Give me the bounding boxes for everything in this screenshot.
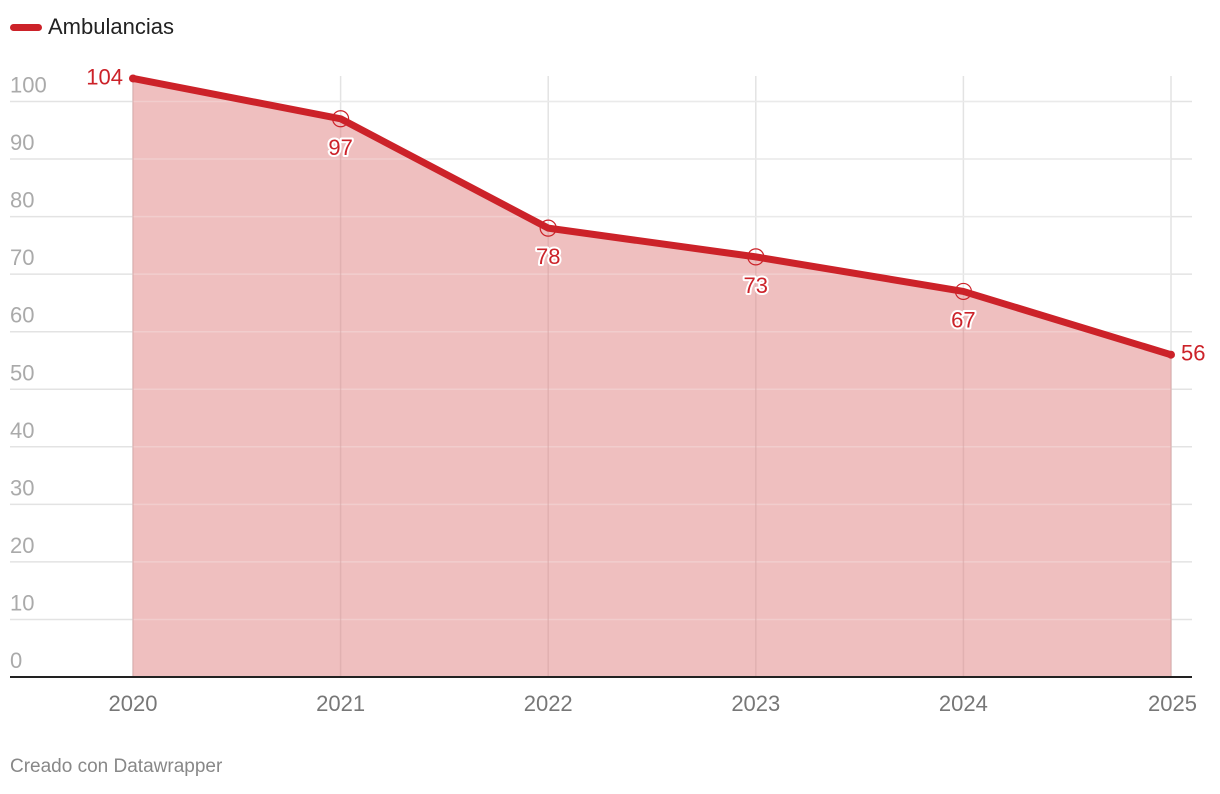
x-tick-label: 2022: [524, 691, 573, 716]
x-tick-label: 2020: [109, 691, 158, 716]
data-label: 56: [1181, 341, 1205, 366]
point-marker: [747, 248, 765, 266]
point-marker: [332, 110, 350, 128]
x-tick-label: 2024: [939, 691, 988, 716]
footer-credit: Creado con Datawrapper: [10, 756, 223, 777]
y-tick-label: 80: [10, 188, 34, 213]
y-tick-label: 30: [10, 475, 34, 500]
y-tick-label: 20: [10, 533, 34, 558]
x-tick-label: 2025: [1148, 691, 1197, 716]
area-fill: [133, 78, 1171, 678]
legend: Ambulancias: [10, 14, 174, 40]
y-tick-label: 40: [10, 418, 34, 443]
series-line: [129, 74, 1175, 359]
data-label: 104: [86, 64, 123, 89]
point-marker: [954, 282, 973, 301]
y-tick-label: 50: [10, 360, 34, 385]
x-tick-label: 2021: [316, 691, 365, 716]
point-marker: [539, 219, 557, 237]
data-label: 97: [328, 135, 352, 160]
legend-label: Ambulancias: [48, 14, 174, 39]
y-tick-label: 100: [10, 73, 47, 98]
endpoint-marker: [129, 74, 137, 83]
y-tick-label: 70: [10, 245, 34, 270]
endpoint-marker: [1167, 350, 1175, 359]
y-tick-label: 10: [10, 590, 34, 615]
y-tick-label: 0: [10, 648, 22, 673]
data-label: 67: [951, 307, 975, 332]
data-label: 73: [744, 273, 768, 298]
data-label: 78: [536, 244, 560, 269]
legend-swatch: [10, 23, 42, 31]
y-tick-label: 90: [10, 130, 34, 155]
y-tick-label: 60: [10, 303, 34, 328]
x-tick-label: 2023: [731, 691, 780, 716]
